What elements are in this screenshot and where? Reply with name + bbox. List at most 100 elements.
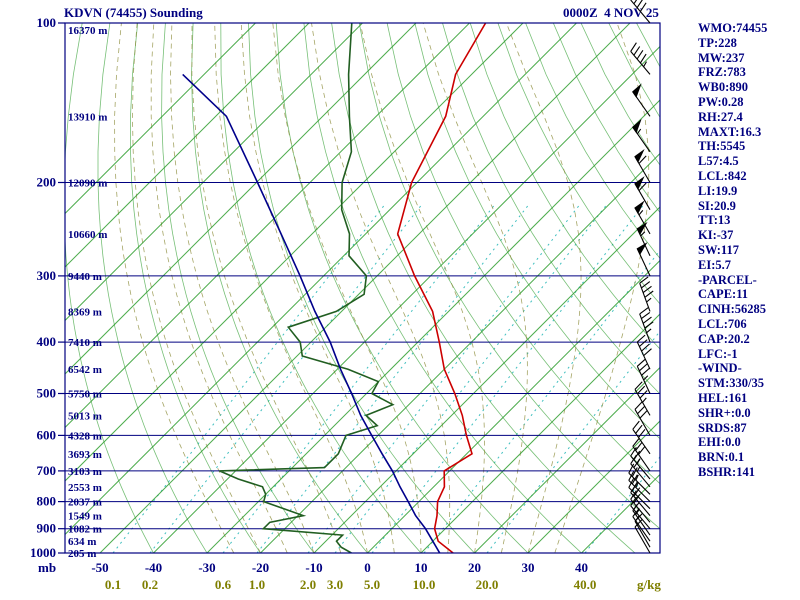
svg-text:0.2: 0.2 xyxy=(142,577,158,592)
index-item: FRZ:783 xyxy=(698,65,746,80)
svg-text:0.1: 0.1 xyxy=(105,577,121,592)
plot-frame xyxy=(64,22,661,554)
index-item: LI:19.9 xyxy=(698,183,738,198)
svg-text:0.6: 0.6 xyxy=(215,577,232,592)
index-item: TT:13 xyxy=(698,213,731,228)
svg-text:200: 200 xyxy=(37,175,57,190)
svg-text:12090 m: 12090 m xyxy=(68,178,107,190)
pressure-axis-labels: 100 200 300 400 500 600 700 800 900 1000 xyxy=(30,15,65,560)
index-item: SI:20.9 xyxy=(698,198,736,213)
svg-text:-40: -40 xyxy=(145,560,162,575)
moist-adiabat-lines xyxy=(114,23,650,553)
wind-barb xyxy=(630,446,651,480)
wind-barb xyxy=(634,149,651,183)
svg-text:600: 600 xyxy=(37,427,57,442)
wind-barb xyxy=(634,401,651,436)
wind-barb xyxy=(636,358,651,394)
temp-axis-labels: -50 -40 -30 -20 -10 0 10 20 30 40 xyxy=(91,560,588,575)
wind-barb xyxy=(632,83,651,117)
wind-barb xyxy=(630,42,651,75)
wind-barb xyxy=(639,276,654,312)
wind-barb xyxy=(634,200,651,235)
svg-text:40: 40 xyxy=(575,560,588,575)
wind-barb xyxy=(634,176,651,210)
svg-text:40.0: 40.0 xyxy=(574,577,597,592)
svg-text:10: 10 xyxy=(415,560,428,575)
wind-barb xyxy=(636,221,651,257)
wind-barb xyxy=(636,242,651,277)
index-item: -PARCEL- xyxy=(698,272,757,287)
svg-text:400: 400 xyxy=(37,334,57,349)
mixing-unit-label: g/kg xyxy=(637,577,661,592)
index-item: STM:330/35 xyxy=(698,376,764,391)
svg-text:13910 m: 13910 m xyxy=(68,111,107,123)
svg-text:-10: -10 xyxy=(305,560,322,575)
temperature-curve xyxy=(396,23,487,553)
mixing-ratio-lines xyxy=(112,204,660,553)
svg-text:3693 m: 3693 m xyxy=(68,449,102,461)
svg-text:-30: -30 xyxy=(198,560,215,575)
svg-text:6542 m: 6542 m xyxy=(68,364,102,376)
svg-text:16370 m: 16370 m xyxy=(68,25,107,37)
parcel-curve xyxy=(182,73,441,553)
wind-barb xyxy=(628,463,651,495)
index-item: LCL:706 xyxy=(698,316,747,331)
svg-text:5750 m: 5750 m xyxy=(68,389,102,401)
svg-text:10.0: 10.0 xyxy=(413,577,436,592)
index-item: TP:228 xyxy=(698,35,737,50)
index-item: RH:27.4 xyxy=(698,109,743,124)
index-item: BSHR:141 xyxy=(698,464,755,479)
index-item: WMO:74455 xyxy=(698,21,768,35)
index-item: HEL:161 xyxy=(698,390,748,405)
wind-barb xyxy=(639,307,654,343)
wind-barb xyxy=(632,420,651,455)
svg-text:1549 m: 1549 m xyxy=(68,511,102,523)
svg-text:300: 300 xyxy=(37,268,57,283)
svg-text:900: 900 xyxy=(37,521,57,536)
svg-text:3.0: 3.0 xyxy=(327,577,343,592)
svg-text:4328 m: 4328 m xyxy=(68,430,102,442)
index-item: BRN:0.1 xyxy=(698,450,745,465)
index-item: LCL:842 xyxy=(698,168,747,183)
index-item: L57:4.5 xyxy=(698,154,739,169)
svg-text:-50: -50 xyxy=(91,560,108,575)
index-item: SHR+:0.0 xyxy=(698,405,751,420)
index-item: MAXT:16.3 xyxy=(698,124,762,139)
index-item: SW:117 xyxy=(698,242,739,257)
wind-barb xyxy=(632,437,651,472)
svg-text:2553 m: 2553 m xyxy=(68,482,102,494)
svg-text:700: 700 xyxy=(37,463,57,478)
mixing-ratio-labels: 0.1 0.2 0.6 1.0 2.0 3.0 5.0 10.0 20.0 40.0 xyxy=(105,577,597,592)
index-item: LFC:-1 xyxy=(698,346,738,361)
svg-text:3103 m: 3103 m xyxy=(68,466,102,478)
wind-barb xyxy=(634,519,651,554)
index-item: WB0:890 xyxy=(698,80,748,95)
index-item: -WIND- xyxy=(698,361,742,376)
index-item: MW:237 xyxy=(698,50,745,65)
index-item: TH:5545 xyxy=(698,139,746,154)
index-item: SRDS:87 xyxy=(698,420,747,435)
sounding-datetime: 0000Z 4 NOV 25 xyxy=(563,5,659,20)
height-labels: 16370 m 13910 m 12090 m 10660 m 9440 m 8369 m… xyxy=(68,25,107,560)
index-item: KI:-37 xyxy=(698,228,734,243)
index-item: PW:0.28 xyxy=(698,94,744,109)
indices-panel: WMO:74455 TP:228 MW:237 FRZ:783 WB0:890 PW:0.… xyxy=(698,21,767,480)
svg-text:0: 0 xyxy=(364,560,371,575)
page-title: KDVN (74455) Sounding xyxy=(64,5,203,20)
svg-text:9440 m: 9440 m xyxy=(68,271,102,283)
svg-text:-20: -20 xyxy=(252,560,269,575)
index-item: CAP:20.2 xyxy=(698,331,750,346)
wind-barb xyxy=(630,490,651,523)
pressure-unit-label: mb xyxy=(38,560,56,575)
index-item: CAPE:11 xyxy=(698,287,748,302)
dewpoint-curve xyxy=(219,23,395,553)
svg-text:1.0: 1.0 xyxy=(249,577,265,592)
svg-text:5013 m: 5013 m xyxy=(68,410,102,422)
svg-text:634 m: 634 m xyxy=(68,536,96,548)
svg-text:20: 20 xyxy=(468,560,481,575)
svg-text:500: 500 xyxy=(37,386,57,401)
svg-text:30: 30 xyxy=(522,560,535,575)
svg-text:1082 m: 1082 m xyxy=(68,524,102,536)
